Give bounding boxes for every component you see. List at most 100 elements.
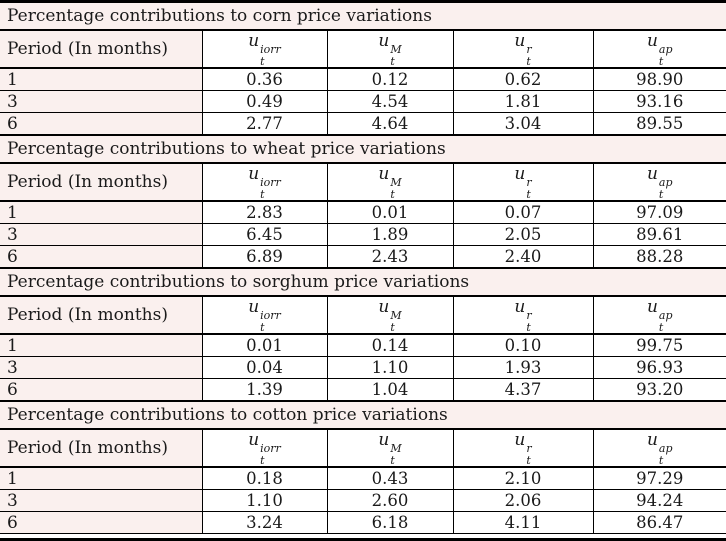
value-cell: 6.89 — [201, 245, 327, 269]
contributions-table: Percentage contributions to corn price v… — [0, 3, 726, 535]
value-cell: 94.24 — [592, 489, 726, 513]
col-header-u-iorr: u iorr t — [201, 163, 327, 203]
value-cell: 2.60 — [326, 489, 453, 513]
value-cell: 2.83 — [201, 201, 327, 225]
math-base: u — [248, 164, 260, 185]
math-base: u — [378, 164, 390, 185]
table-row: 6 6.89 2.43 2.40 88.28 — [0, 245, 726, 269]
math-sub: t — [260, 453, 265, 467]
period-cell: 1 — [0, 201, 202, 225]
table-row: 3 0.49 4.54 1.81 93.16 — [0, 90, 726, 114]
table-row: 6 3.24 6.18 4.11 86.47 — [0, 511, 726, 535]
math-sup: r — [526, 442, 532, 456]
math-sub: t — [658, 453, 664, 467]
math-sup: M — [390, 176, 402, 190]
math-sub: t — [390, 187, 395, 201]
col-header-u-ap: u ap t — [592, 429, 726, 469]
period-cell: 6 — [0, 112, 202, 136]
value-cell: 97.09 — [592, 201, 726, 225]
math-base: u — [378, 31, 390, 51]
value-cell: 97.29 — [592, 467, 726, 491]
section-title-row-corn: Percentage contributions to corn price v… — [0, 3, 726, 31]
math-sub: t — [260, 320, 265, 334]
math-base: u — [248, 31, 260, 51]
value-cell: 93.16 — [592, 90, 726, 114]
math-sup: M — [390, 309, 402, 323]
value-cell: 0.43 — [326, 467, 453, 491]
value-cell: 1.81 — [452, 90, 593, 114]
col-header-u-iorr: u iorr t — [201, 429, 327, 469]
math-sub: t — [526, 320, 531, 334]
math-base: u — [646, 164, 658, 185]
value-cell: 2.05 — [452, 223, 593, 247]
math-sub: t — [658, 320, 664, 334]
value-cell: 2.06 — [452, 489, 593, 513]
math-sup: iorr — [260, 176, 281, 190]
value-cell: 4.64 — [326, 112, 453, 136]
col-header-u-ap: u ap t — [592, 296, 726, 336]
math-sub: t — [658, 54, 664, 68]
value-cell: 0.14 — [326, 334, 453, 358]
math-sub: t — [526, 54, 531, 68]
math-sup: ap — [658, 176, 673, 190]
value-cell: 0.01 — [326, 201, 453, 225]
value-cell: 0.10 — [452, 334, 593, 358]
period-cell: 3 — [0, 223, 202, 247]
section-title: Percentage contributions to sorghum pric… — [0, 267, 726, 298]
table-row: 6 1.39 1.04 4.37 93.20 — [0, 378, 726, 402]
table-row: 3 6.45 1.89 2.05 89.61 — [0, 223, 726, 247]
period-cell: 6 — [0, 511, 202, 535]
math-sub: t — [526, 187, 531, 201]
table-row: 1 0.36 0.12 0.62 98.90 — [0, 68, 726, 92]
math-sub: t — [390, 320, 395, 334]
value-cell: 4.11 — [452, 511, 593, 535]
math-sup: r — [526, 309, 532, 323]
col-header-u-iorr: u iorr t — [201, 296, 327, 336]
value-cell: 0.62 — [452, 68, 593, 92]
value-cell: 1.10 — [326, 356, 453, 380]
table-row: 6 2.77 4.64 3.04 89.55 — [0, 112, 726, 136]
math-base: u — [248, 430, 260, 451]
period-cell: 3 — [0, 489, 202, 513]
value-cell: 2.43 — [326, 245, 453, 269]
math-sub: t — [390, 54, 395, 68]
math-sup: r — [526, 176, 532, 190]
value-cell: 0.36 — [201, 68, 327, 92]
math-base: u — [378, 430, 390, 451]
value-cell: 0.12 — [326, 68, 453, 92]
value-cell: 1.89 — [326, 223, 453, 247]
math-sup: iorr — [260, 309, 281, 323]
math-sub: t — [390, 453, 395, 467]
table-row: 1 0.01 0.14 0.10 99.75 — [0, 334, 726, 358]
value-cell: 6.18 — [326, 511, 453, 535]
value-cell: 2.10 — [452, 467, 593, 491]
value-cell: 93.20 — [592, 378, 726, 402]
table-row: 3 0.04 1.10 1.93 96.93 — [0, 356, 726, 380]
value-cell: 1.39 — [201, 378, 327, 402]
period-cell: 3 — [0, 356, 202, 380]
col-header-u-iorr: u iorr t — [201, 30, 327, 70]
value-cell: 86.47 — [592, 511, 726, 535]
col-header-u-ap: u ap t — [592, 163, 726, 203]
section-title: Percentage contributions to cotton price… — [0, 400, 726, 431]
value-cell: 96.93 — [592, 356, 726, 380]
value-cell: 4.37 — [452, 378, 593, 402]
table-row: 1 0.18 0.43 2.10 97.29 — [0, 467, 726, 491]
value-cell: 88.28 — [592, 245, 726, 269]
period-cell: 6 — [0, 245, 202, 269]
section-title-row-wheat: Percentage contributions to wheat price … — [0, 134, 726, 165]
value-cell: 1.93 — [452, 356, 593, 380]
value-cell: 89.61 — [592, 223, 726, 247]
section-title: Percentage contributions to corn price v… — [0, 3, 726, 31]
math-sub: t — [526, 453, 531, 467]
value-cell: 2.40 — [452, 245, 593, 269]
